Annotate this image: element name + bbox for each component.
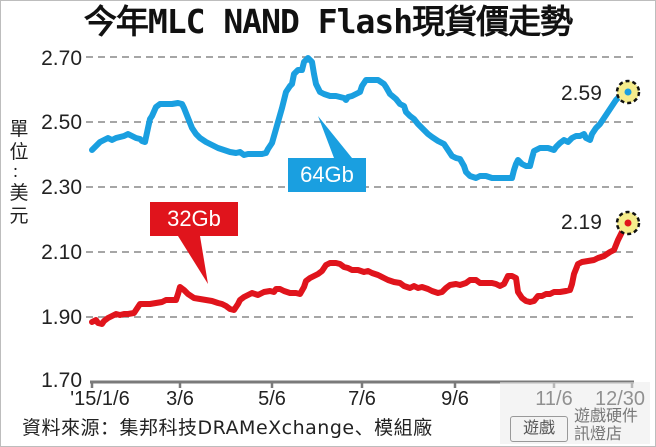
unit-char: 位 — [9, 141, 29, 163]
unit-char: 單 — [9, 118, 29, 140]
x-tick-label: 3/6 — [166, 388, 194, 410]
y-tick-label: 2.10 — [41, 241, 82, 264]
callout-64gb-label: 64Gb — [300, 162, 354, 187]
callout-64gb-box — [288, 116, 366, 192]
y-tick-label: 2.50 — [41, 111, 82, 134]
watermark-badge: 遊戲 — [510, 416, 568, 442]
x-tick-label: 9/6 — [441, 388, 469, 410]
y-tick-label: 2.70 — [41, 47, 82, 70]
x-tick-label: 5/6 — [258, 388, 286, 410]
end-markers — [615, 79, 641, 236]
series-line-64gb — [89, 55, 631, 181]
y-tick-label: 2.30 — [41, 176, 82, 199]
y-tick-label: 1.70 — [41, 369, 82, 392]
y-axis-unit-label: 單 位 ： 美 元 — [7, 118, 31, 228]
callout-32gb-label: 32Gb — [167, 206, 221, 231]
gridlines — [86, 56, 634, 318]
unit-char: 元 — [9, 205, 29, 227]
end-value-32gb: 2.19 — [561, 211, 602, 234]
unit-char: 美 — [9, 182, 29, 204]
unit-char: ： — [12, 165, 26, 181]
chart-title: 今年MLC NAND Flash現貨價走勢 — [83, 2, 573, 41]
series-line-32gb — [89, 220, 631, 327]
end-dot — [624, 88, 632, 96]
end-value-64gb: 2.59 — [561, 82, 602, 105]
callout-32gb-box — [150, 202, 238, 284]
x-tick-label: '15/1/6 — [70, 388, 130, 410]
source-note: 資料來源：集邦科技DRAMeXchange、模組廠 — [22, 417, 433, 439]
y-tick-label: 1.90 — [41, 306, 82, 329]
series-lines — [89, 55, 631, 327]
x-tick-label: 7/6 — [348, 388, 376, 410]
callout-shapes — [150, 116, 366, 284]
end-dot — [624, 219, 632, 227]
watermark-text: 遊戲硬件 訊燈店 — [574, 408, 639, 443]
